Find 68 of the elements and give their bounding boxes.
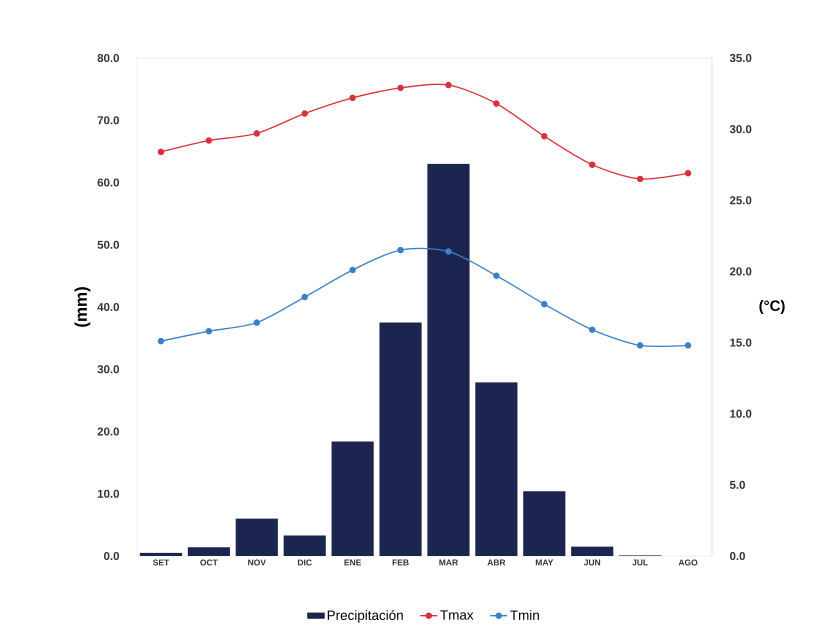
point: [254, 130, 260, 137]
point: [684, 342, 692, 349]
bar: [571, 546, 614, 556]
point: [254, 319, 260, 326]
point: [588, 161, 596, 168]
bar: [475, 382, 518, 556]
point: [158, 148, 164, 156]
x-tick-label: MAR: [439, 560, 458, 566]
x-tick-label: ABR: [487, 560, 506, 566]
y-tick-label: 60.0: [98, 178, 120, 187]
point: [493, 272, 500, 279]
y2-tick-label: 35.0: [730, 54, 752, 62]
bar: [427, 164, 470, 556]
point: [636, 176, 644, 182]
y2-tick-label: 20.0: [730, 267, 752, 276]
point: [349, 266, 356, 274]
x-tick-label: FEB: [392, 560, 409, 566]
y-axis-title: (mm): [74, 287, 90, 327]
y-tick-label: 70.0: [98, 116, 120, 124]
bar: [379, 322, 422, 556]
x-tick-label: ENE: [344, 560, 361, 566]
y-tick-label: 40.0: [97, 302, 120, 312]
x-tick-label: MAY: [536, 560, 554, 566]
legend-label: Tmax: [440, 610, 474, 620]
point: [445, 82, 452, 88]
bar: [188, 547, 230, 556]
y-tick-label: 30.0: [97, 365, 120, 374]
x-tick-label: JUN: [584, 560, 600, 566]
y-tick-label: 50.0: [98, 240, 120, 249]
point: [301, 110, 308, 117]
point: [301, 294, 308, 300]
x-tick-label: NOV: [248, 560, 266, 566]
y2-tick-label: 10.0: [730, 410, 752, 418]
legend-label: Tmin: [510, 610, 539, 620]
bar: [523, 491, 566, 556]
point: [636, 342, 644, 349]
point: [684, 170, 692, 176]
point: [397, 84, 404, 92]
x-tick-label: JUL: [632, 560, 648, 566]
bar: [140, 552, 182, 556]
bar: [284, 535, 326, 556]
y-tick-label: 20.0: [98, 427, 120, 436]
x-tick-label: DIC: [298, 560, 312, 566]
bar: [332, 441, 374, 556]
point: [397, 246, 404, 254]
y2-tick-label: 0.0: [730, 552, 745, 560]
point: [445, 248, 452, 255]
y-tick-label: 80.0: [98, 54, 120, 62]
point: [206, 328, 212, 334]
point: [493, 100, 500, 107]
y2-tick-label: 5.0: [730, 480, 745, 489]
y2-tick-label: 30.0: [730, 125, 752, 134]
point: [206, 137, 212, 144]
point: [541, 133, 548, 140]
point: [541, 300, 548, 308]
x-tick-label: SET: [152, 560, 170, 566]
bar: [236, 518, 278, 556]
y2-tick-label: 25.0: [730, 196, 752, 204]
point: [349, 94, 356, 102]
x-tick-label: OCT: [200, 560, 218, 566]
y2-axis-title: (°C): [759, 300, 785, 314]
y2-tick-label: 15.0: [730, 338, 752, 347]
point: [158, 338, 164, 344]
x-tick-label: AGO: [678, 560, 698, 566]
y-tick-label: 0.0: [104, 552, 120, 560]
y-tick-label: 10.0: [98, 490, 120, 498]
legend-label: Precipitación: [328, 610, 403, 623]
point: [588, 326, 596, 333]
